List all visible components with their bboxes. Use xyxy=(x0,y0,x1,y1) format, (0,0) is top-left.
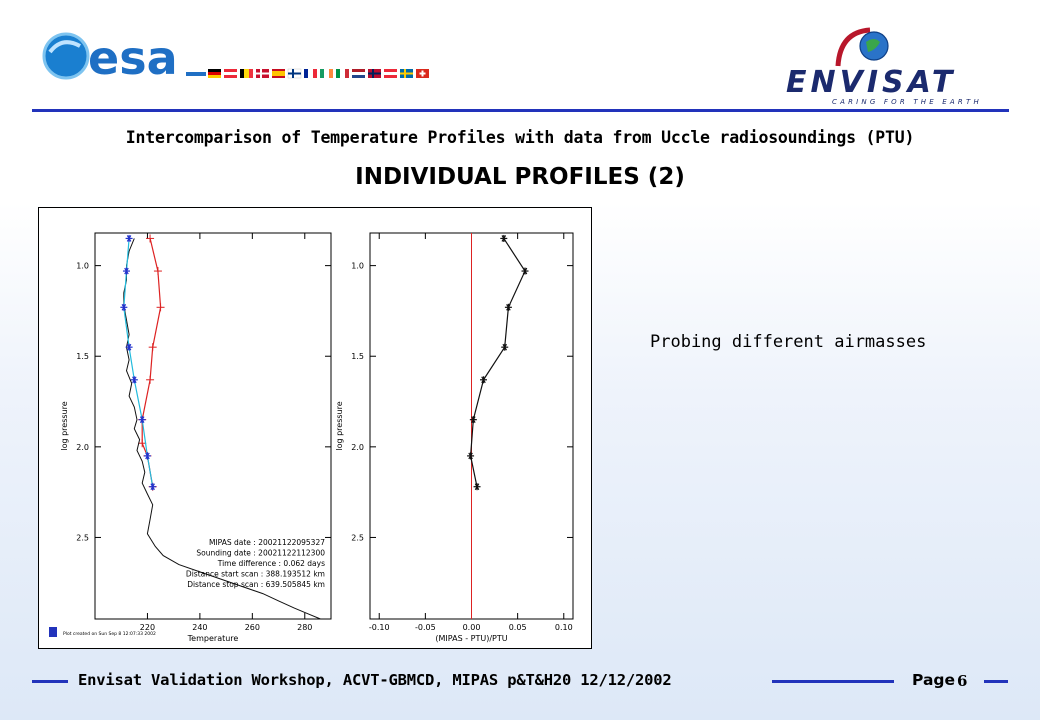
series-line xyxy=(123,238,321,620)
member-flags xyxy=(208,68,429,79)
plot-credit-text: Plot created on Sun Sep 8 12:07:33 2002 xyxy=(63,631,156,637)
plot-credit-logo xyxy=(49,627,57,637)
data-point xyxy=(122,267,130,275)
data-point xyxy=(130,376,138,384)
plot-annotation-line: Sounding date : 20021122112300 xyxy=(196,549,325,558)
y-tick-label: 1.0 xyxy=(76,262,89,271)
footer-rule-middle xyxy=(772,680,894,683)
profile-figure: 1.0 1.5 2.0 2.5 220 240 260 280 Temperature log p… xyxy=(38,207,592,649)
y-tick-label: 2.0 xyxy=(351,443,364,452)
page-number: 6 xyxy=(957,672,968,690)
data-point xyxy=(467,452,475,460)
data-point xyxy=(501,343,509,351)
slide-subtitle: INDIVIDUAL PROFILES (2) xyxy=(355,164,685,190)
series-line xyxy=(123,238,154,487)
x-axis-label: (MIPAS - PTU)/PTU xyxy=(435,634,507,643)
plot-annotation-line: Time difference : 0.062 days xyxy=(217,559,325,568)
esa-wordmark: esa xyxy=(88,31,178,85)
data-point xyxy=(156,303,165,312)
y-tick-label: 2.0 xyxy=(76,443,89,452)
data-point xyxy=(138,416,146,424)
profile-figure-svg: 1.0 1.5 2.0 2.5 220 240 260 280 Temperature log p… xyxy=(49,232,574,643)
data-point xyxy=(521,267,529,275)
data-point xyxy=(120,303,128,311)
series-line xyxy=(141,238,162,487)
plot-annotation-line: MIPAS date : 20021122095327 xyxy=(209,538,325,547)
envisat-tagline: CARING FOR THE EARTH xyxy=(832,98,982,106)
x-tick-label: 220 xyxy=(140,623,155,632)
y-axis-label: log pressure xyxy=(60,401,69,450)
data-point xyxy=(473,483,481,491)
plot-frame xyxy=(94,232,332,620)
header-rule xyxy=(32,109,1009,112)
data-point xyxy=(153,267,162,276)
data-point xyxy=(149,483,157,491)
data-point xyxy=(148,343,157,352)
y-axis-label: log pressure xyxy=(335,401,344,450)
data-point xyxy=(125,343,133,351)
esa-logo: esa xyxy=(36,22,446,92)
footer-rule-right xyxy=(984,680,1008,683)
plot-annotation-line: Distance stop scan : 639.505845 km xyxy=(187,580,325,589)
y-tick-label: 1.5 xyxy=(76,352,89,361)
data-point xyxy=(143,452,151,460)
data-point xyxy=(146,234,155,243)
relative-difference-chart: 1.0 1.5 2.0 2.5 -0.10 -0.05 0.00 0.05 0.10 (MIPAS… xyxy=(335,232,574,643)
footer-rule-left xyxy=(32,680,68,683)
x-tick-label: 0.10 xyxy=(555,623,573,632)
x-tick-label: 280 xyxy=(297,623,312,632)
data-point xyxy=(146,375,155,384)
page-label: Page xyxy=(912,671,956,689)
data-point xyxy=(500,234,508,242)
y-tick-label: 1.0 xyxy=(351,262,364,271)
data-point xyxy=(504,303,512,311)
envisat-wordmark: ENVISAT xyxy=(786,65,956,100)
plot-annotation-line: Distance start scan : 388.193512 km xyxy=(186,570,325,579)
x-axis-label: Temperature xyxy=(187,634,239,643)
data-point xyxy=(125,234,133,242)
y-tick-label: 2.5 xyxy=(76,533,89,542)
y-tick-label: 2.5 xyxy=(351,533,364,542)
side-note: Probing different airmasses xyxy=(650,332,927,352)
slide-title: Intercomparison of Temperature Profiles … xyxy=(125,128,915,147)
x-tick-label: 240 xyxy=(192,623,207,632)
x-tick-label: -0.10 xyxy=(369,623,390,632)
y-tick-label: 1.5 xyxy=(351,352,364,361)
x-tick-label: 260 xyxy=(245,623,260,632)
data-point xyxy=(138,439,147,448)
x-tick-label: -0.05 xyxy=(415,623,436,632)
x-tick-label: 0.00 xyxy=(463,623,481,632)
temperature-profile-chart: 1.0 1.5 2.0 2.5 220 240 260 280 Temperature log p… xyxy=(49,232,332,643)
footer-text: Envisat Validation Workshop, ACVT-GBMCD,… xyxy=(78,671,672,689)
series-line xyxy=(469,238,526,487)
data-point xyxy=(469,416,477,424)
envisat-logo: ENVISAT CARING FOR THE EARTH xyxy=(770,20,1000,112)
data-point xyxy=(479,376,487,384)
x-tick-label: 0.05 xyxy=(509,623,527,632)
